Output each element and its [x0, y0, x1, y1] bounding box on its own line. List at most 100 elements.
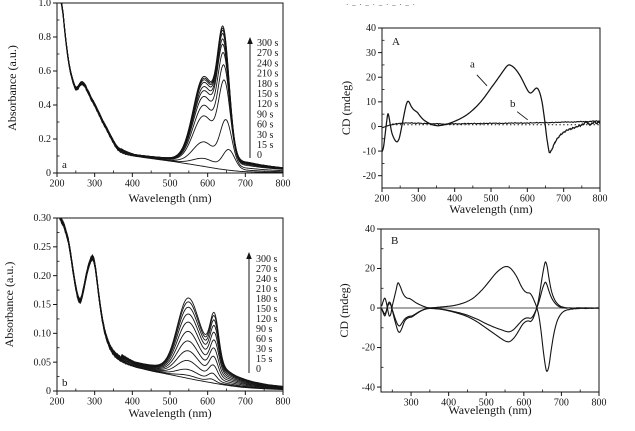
x-tick-label: 700: [238, 178, 253, 189]
legend-time-label: 0: [256, 364, 261, 375]
y-axis-title: Absorbance (a.u.): [2, 262, 16, 348]
y-tick-label: 0.8: [39, 32, 52, 43]
x-tick-label: 200: [375, 193, 390, 204]
y-tick-label: 1.0: [39, 0, 52, 9]
plot-frame: [381, 27, 601, 189]
plot-area-B: [381, 261, 599, 372]
panel-label-B: B: [391, 235, 398, 247]
legend-time-label: 90 s: [257, 109, 274, 120]
x-tick-label: 400: [441, 397, 456, 408]
legend-time-label: 300 s: [257, 38, 279, 49]
x-tick-label: 800: [592, 397, 607, 408]
y-tick-label: 0.6: [39, 66, 52, 77]
legend-time-label: 240 s: [257, 58, 279, 69]
legend-arrow-head: [246, 252, 252, 259]
x-tick-label: 300: [404, 397, 419, 408]
x-tick-label: 200: [50, 178, 65, 189]
plot-frame: [56, 2, 284, 174]
y-tick-label: 0.10: [34, 329, 52, 340]
cd-curve-3: [381, 281, 599, 333]
x-axis-title: Wavelength (nm): [128, 191, 211, 205]
curve-label-b: b: [510, 98, 516, 110]
y-tick-label: 10: [366, 97, 376, 108]
plot-frame: [380, 228, 600, 393]
legend-time-label: 120 s: [257, 99, 279, 110]
legend-time-label: 30 s: [256, 344, 273, 355]
x-tick-label: 700: [554, 397, 569, 408]
spectrum-curve: [61, 3, 283, 169]
x-tick-label: 300: [87, 178, 102, 189]
legend-time-label: 210 s: [256, 284, 278, 295]
legend-time-label: 180 s: [257, 79, 279, 90]
x-tick-label: 400: [125, 396, 140, 407]
plot-area-b: [59, 218, 283, 391]
spectrum-curve: [61, 3, 283, 169]
spectrum-curve: [61, 3, 283, 169]
spectrum-curve: [61, 3, 283, 169]
y-tick-label: -20: [362, 343, 375, 354]
panel-label-b: b: [62, 377, 68, 389]
x-tick-label: 300: [87, 396, 102, 407]
legend-time-label: 0: [257, 150, 262, 161]
y-tick-label: 30: [366, 48, 376, 59]
spectrum-curve: [61, 3, 283, 169]
spectrum-curve: [60, 3, 283, 173]
x-tick-label: 700: [556, 193, 571, 204]
legend-time-label: 240 s: [256, 274, 278, 285]
panel-label-a: a: [62, 159, 67, 171]
panel-A: a b 200 300 400 500 600 700 800 -20 -10 0 10 20 30 40 Wa…: [339, 23, 608, 216]
curve-label-a: a: [470, 58, 475, 70]
y-tick-label: 0: [46, 168, 51, 179]
y-tick-label: 0.25: [34, 242, 52, 253]
x-tick-label: 600: [200, 396, 215, 407]
y-tick-label: 20: [365, 264, 375, 275]
legend-time-label: 60 s: [256, 334, 273, 345]
legend-time-label: 270 s: [257, 48, 279, 59]
legend-time-label: 210 s: [257, 69, 279, 80]
cd-curve-2: [381, 261, 599, 343]
spectrum-curve: [60, 3, 283, 172]
x-tick-label: 200: [50, 396, 65, 407]
y-tick-label: 0: [370, 303, 375, 314]
y-tick-label: 0.05: [34, 357, 52, 368]
cd-curve-1: [381, 265, 599, 372]
y-axis-title: Absorbance (a.u.): [5, 45, 19, 131]
cd-curve-b: [382, 120, 600, 129]
x-tick-label: 600: [200, 178, 215, 189]
y-tick-label: 40: [365, 224, 375, 235]
plot-area-a: [60, 3, 283, 173]
leader-line: [516, 111, 528, 121]
y-tick-label: 0.4: [39, 100, 52, 111]
y-tick-label: 20: [366, 72, 376, 83]
x-tick-label: 800: [276, 178, 291, 189]
y-axis-title: CD (mdeg): [337, 283, 351, 337]
spectrum-curve: [61, 3, 283, 169]
leader-line: [476, 74, 488, 87]
x-tick-label: 500: [163, 396, 178, 407]
x-tick-label: 700: [238, 396, 253, 407]
spectrum-curve: [61, 3, 283, 169]
x-tick-label: 500: [484, 193, 499, 204]
legend-time-label: 120 s: [256, 314, 278, 325]
x-axis-title: Wavelength (nm): [448, 403, 531, 417]
panel-B: 300 400 500 600 700 800 -40 -20 0 20 40 Wavelength …: [337, 224, 607, 417]
cropped-text-fragment: · – · – · – · – · – ·: [346, 1, 416, 9]
panel-a: 200 300 400 500 600 700 800 0 0.2 0.4 0.6 0.8 1.0 Wav…: [5, 0, 291, 205]
legend-time-label: 300 s: [256, 254, 278, 265]
x-tick-label: 500: [479, 397, 494, 408]
y-tick-label: -10: [363, 146, 376, 157]
legend-arrow-head: [247, 37, 253, 44]
x-tick-label: 400: [125, 178, 140, 189]
legend-time-label: 15 s: [256, 354, 273, 365]
y-tick-label: 0.30: [34, 213, 52, 224]
legend-time-label: 150 s: [256, 304, 278, 315]
x-axis-title: Wavelength (nm): [449, 202, 532, 216]
y-tick-label: 40: [366, 23, 376, 34]
spectrum-curve: [60, 3, 283, 170]
y-tick-label: 0.15: [34, 300, 52, 311]
y-tick-label: 0.20: [34, 271, 52, 282]
spectrum-curve: [61, 3, 283, 170]
legend-time-label: 60 s: [257, 120, 274, 131]
